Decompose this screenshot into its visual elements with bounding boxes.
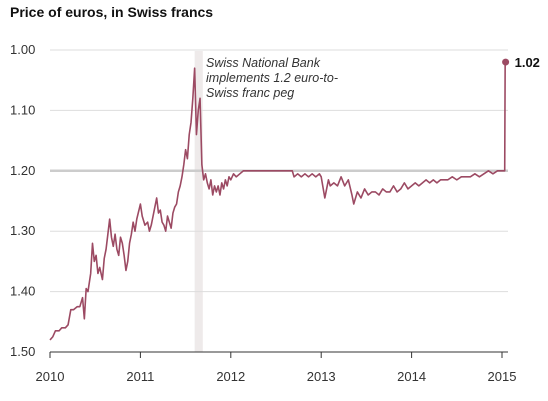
y-tick-label: 1.40 xyxy=(10,284,35,299)
y-tick-label: 1.20 xyxy=(10,163,35,178)
x-tick-label: 2014 xyxy=(397,369,426,384)
y-tick-label: 1.00 xyxy=(10,42,35,57)
end-point-label: 1.02 xyxy=(515,55,540,70)
x-tick-label: 2013 xyxy=(307,369,336,384)
end-point-marker xyxy=(502,58,510,66)
y-tick-label: 1.30 xyxy=(10,223,35,238)
x-tick-label: 2011 xyxy=(126,369,154,384)
peg-period-band xyxy=(194,51,203,352)
annotation-line: Swiss National Bank xyxy=(206,56,321,70)
chart-title: Price of euros, in Swiss francs xyxy=(10,4,214,20)
x-tick-label: 2015 xyxy=(488,369,517,384)
x-tick-label: 2012 xyxy=(216,369,245,384)
x-tick-label: 2010 xyxy=(36,369,65,384)
annotation-line: implements 1.2 euro-to- xyxy=(206,71,338,85)
series-line-eur-chf xyxy=(49,61,506,341)
y-tick-label: 1.10 xyxy=(10,102,35,117)
y-tick-label: 1.50 xyxy=(10,344,35,359)
annotation-line: Swiss franc peg xyxy=(206,86,294,100)
